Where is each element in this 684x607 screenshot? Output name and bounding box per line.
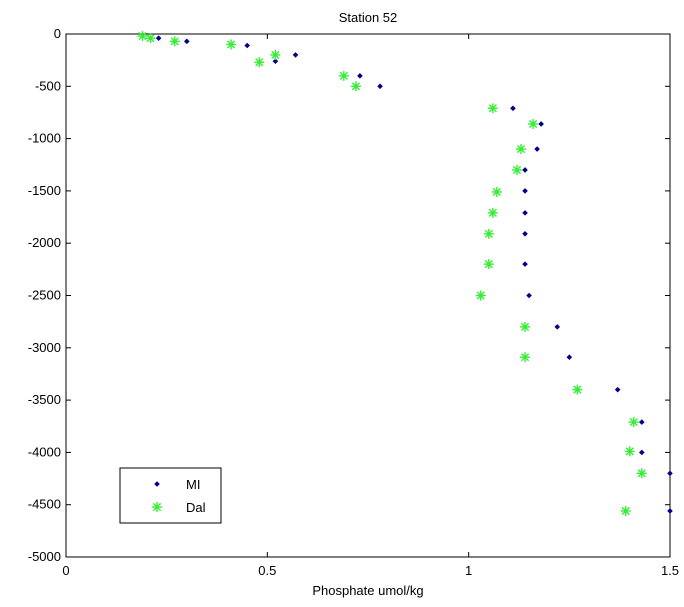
x-tick-label: 1.5 [661,563,679,578]
data-point-dot [667,470,673,477]
legend-label: Dal [186,500,206,515]
y-tick-label: 0 [54,26,61,41]
legend-box [119,467,222,524]
data-point-star [516,144,527,155]
x-tick-label: 1 [465,563,472,578]
y-tick-label: -3500 [28,392,61,407]
data-point-star [270,49,281,60]
data-point-dot [272,58,279,64]
data-point-star [520,321,531,332]
data-point-star [520,352,531,363]
y-axis: 0 -500 -1000 -1500 -2000 -2500 -3000 -3500 -4000… [28,26,670,564]
data-point-dot [566,354,573,361]
y-tick-label: -4500 [28,497,61,512]
y-tick-label: -2000 [28,235,61,250]
data-point-dot [377,83,383,90]
data-point-star [483,228,494,239]
data-point-dot [155,35,162,41]
data-point-dot [522,188,528,194]
data-point-dot [522,261,528,267]
data-point-star [483,259,494,270]
y-tick-label: -4000 [28,444,61,459]
series-dal [137,31,647,516]
y-tick-label: -1500 [28,183,61,198]
data-point-dot [667,508,673,514]
data-point-star [226,39,237,50]
y-tick-label: -3000 [28,340,61,355]
data-point-dot [184,38,190,45]
data-point-star [487,207,498,218]
data-points [137,31,673,516]
data-point-star [487,103,498,114]
series-mi [155,35,673,514]
data-point-dot [522,167,528,173]
data-point-star [145,33,156,44]
legend: MI Dal [119,467,222,524]
data-point-star [254,57,265,68]
data-point-star [350,81,361,92]
data-point-dot [510,105,516,112]
data-point-star [491,186,502,197]
data-point-star [137,31,148,42]
data-point-dot [357,73,363,79]
legend-label: MI [186,477,200,492]
y-tick-label: -2500 [28,288,61,303]
data-point-dot [522,230,528,237]
data-point-dot [244,42,250,49]
data-point-star [624,446,635,457]
x-tick-label: 0.5 [258,563,276,578]
x-tick-label: 0 [62,563,69,578]
data-point-dot [522,210,528,216]
data-point-dot [292,52,299,58]
y-tick-label: -500 [35,78,61,93]
y-tick-label: -5000 [28,549,61,564]
data-point-star [628,417,639,428]
data-point-dot [614,386,621,393]
data-point-star [572,384,583,395]
legend-marker-star [152,502,162,512]
y-tick-label: -1000 [28,131,61,146]
x-axis-label: Phosphate umol/kg [312,583,423,598]
data-point-star [169,36,180,47]
data-point-dot [639,419,645,425]
data-point-star [620,505,631,516]
x-axis: 0 0.5 1 1.5 [62,34,679,578]
chart-title: Station 52 [339,10,398,25]
data-point-dot [554,324,561,330]
data-point-star [636,468,647,479]
data-point-dot [538,121,544,127]
data-point-star [475,290,486,301]
data-point-star [528,118,539,129]
data-point-star [511,164,522,175]
legend-marker-dot [154,481,160,487]
data-point-star [338,70,349,81]
data-point-dot [639,449,645,456]
data-point-dot [534,146,540,152]
data-point-dot [526,292,532,299]
